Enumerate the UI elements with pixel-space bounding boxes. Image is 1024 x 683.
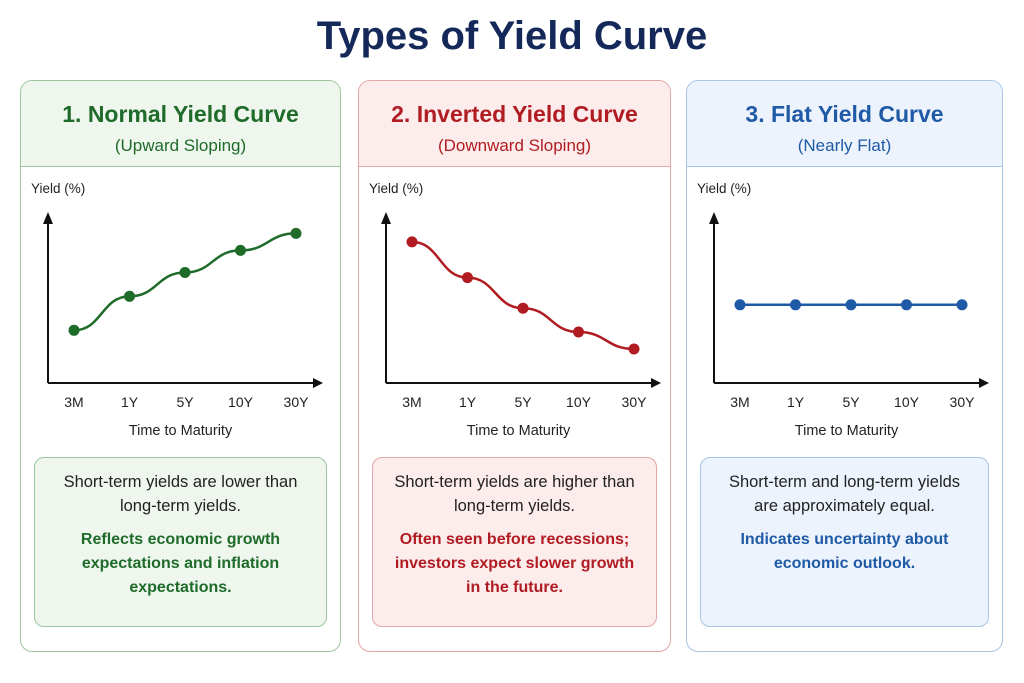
x-axis-arrow-icon (313, 378, 323, 388)
x-tick-label: 30Y (622, 394, 648, 410)
data-point (734, 299, 746, 311)
panel-title: 3. Flat Yield Curve (745, 101, 944, 127)
data-point (956, 299, 968, 311)
x-tick-label: 5Y (176, 394, 194, 410)
y-axis-arrow-icon (381, 212, 391, 224)
data-point (573, 326, 584, 338)
x-axis-label: Time to Maturity (129, 423, 233, 439)
x-axis-label: Time to Maturity (467, 423, 571, 439)
series-line (73, 232, 297, 332)
data-point (517, 302, 529, 314)
panel-header: 2. Inverted Yield Curve (Downward Slopin… (359, 81, 670, 167)
y-axis-label: Yield (%) (31, 181, 85, 196)
panel-title: 1. Normal Yield Curve (62, 101, 299, 127)
data-point (790, 299, 801, 311)
x-tick-label: 5Y (514, 394, 532, 410)
data-point (628, 343, 640, 355)
data-point (68, 324, 80, 336)
y-axis-label: Yield (%) (697, 181, 751, 196)
x-tick-label: 10Y (894, 394, 920, 410)
data-point (845, 299, 857, 311)
series-line (411, 240, 635, 351)
data-point (124, 290, 135, 302)
x-tick-label: 1Y (787, 394, 805, 410)
y-axis-arrow-icon (43, 212, 53, 224)
y-axis-arrow-icon (709, 212, 719, 224)
x-axis-arrow-icon (979, 378, 989, 388)
info-note: Short-term yields are higher than long-t… (394, 473, 635, 515)
panel-1: 1. Normal Yield Curve (Upward Sloping) S… (20, 80, 341, 652)
info-box: Short-term yields are higher than long-t… (372, 457, 657, 627)
panel-header: 1. Normal Yield Curve (Upward Sloping) (21, 81, 340, 167)
x-tick-label: 30Y (284, 394, 310, 410)
x-tick-label: 10Y (228, 394, 254, 410)
yield-chart: Yield (%) Time to Maturity 3M 1Y 5Y 10Y 30Y (369, 181, 661, 439)
x-tick-label: 3M (402, 394, 421, 410)
x-tick-label: 3M (730, 394, 749, 410)
page-title: Types of Yield Curve (316, 14, 708, 58)
info-note: Short-term and long-term yields are appr… (728, 473, 961, 515)
panel-2: 2. Inverted Yield Curve (Downward Slopin… (358, 80, 671, 652)
panel-title: 2. Inverted Yield Curve (391, 101, 638, 127)
x-tick-label: 1Y (459, 394, 477, 410)
data-point (406, 236, 418, 248)
x-axis-label: Time to Maturity (795, 423, 899, 439)
x-tick-label: 10Y (566, 394, 592, 410)
x-tick-label: 1Y (121, 394, 139, 410)
x-tick-label: 3M (64, 394, 83, 410)
data-point (179, 267, 191, 278)
panel-subtitle: (Upward Sloping) (114, 136, 247, 155)
info-box: Short-term and long-term yields are appr… (700, 457, 989, 627)
info-highlight: Reflects economic growth expectations an… (80, 531, 281, 596)
info-highlight: Often seen before recessions; investors … (394, 531, 635, 596)
yield-chart: Yield (%) Time to Maturity 3M 1Y 5Y 10Y 30Y (697, 181, 989, 439)
panel-header: 3. Flat Yield Curve (Nearly Flat) (687, 81, 1002, 167)
data-point (901, 299, 912, 311)
info-note: Short-term yields are lower than long-te… (63, 473, 298, 515)
data-point (235, 244, 246, 256)
yield-chart: Yield (%) Time to Maturity 3M 1Y 5Y 10Y 30Y (31, 181, 323, 439)
x-axis-arrow-icon (651, 378, 661, 388)
panel-subtitle: (Downward Sloping) (437, 136, 592, 155)
data-point (462, 272, 473, 284)
y-axis-label: Yield (%) (369, 181, 423, 196)
data-point (290, 227, 302, 239)
panel-subtitle: (Nearly Flat) (797, 136, 892, 155)
x-tick-label: 5Y (842, 394, 860, 410)
x-tick-label: 30Y (950, 394, 976, 410)
panel-3: 3. Flat Yield Curve (Nearly Flat) Short-… (686, 80, 1003, 652)
info-highlight: Indicates uncertainty about economic out… (740, 531, 949, 572)
info-box: Short-term yields are lower than long-te… (34, 457, 327, 627)
